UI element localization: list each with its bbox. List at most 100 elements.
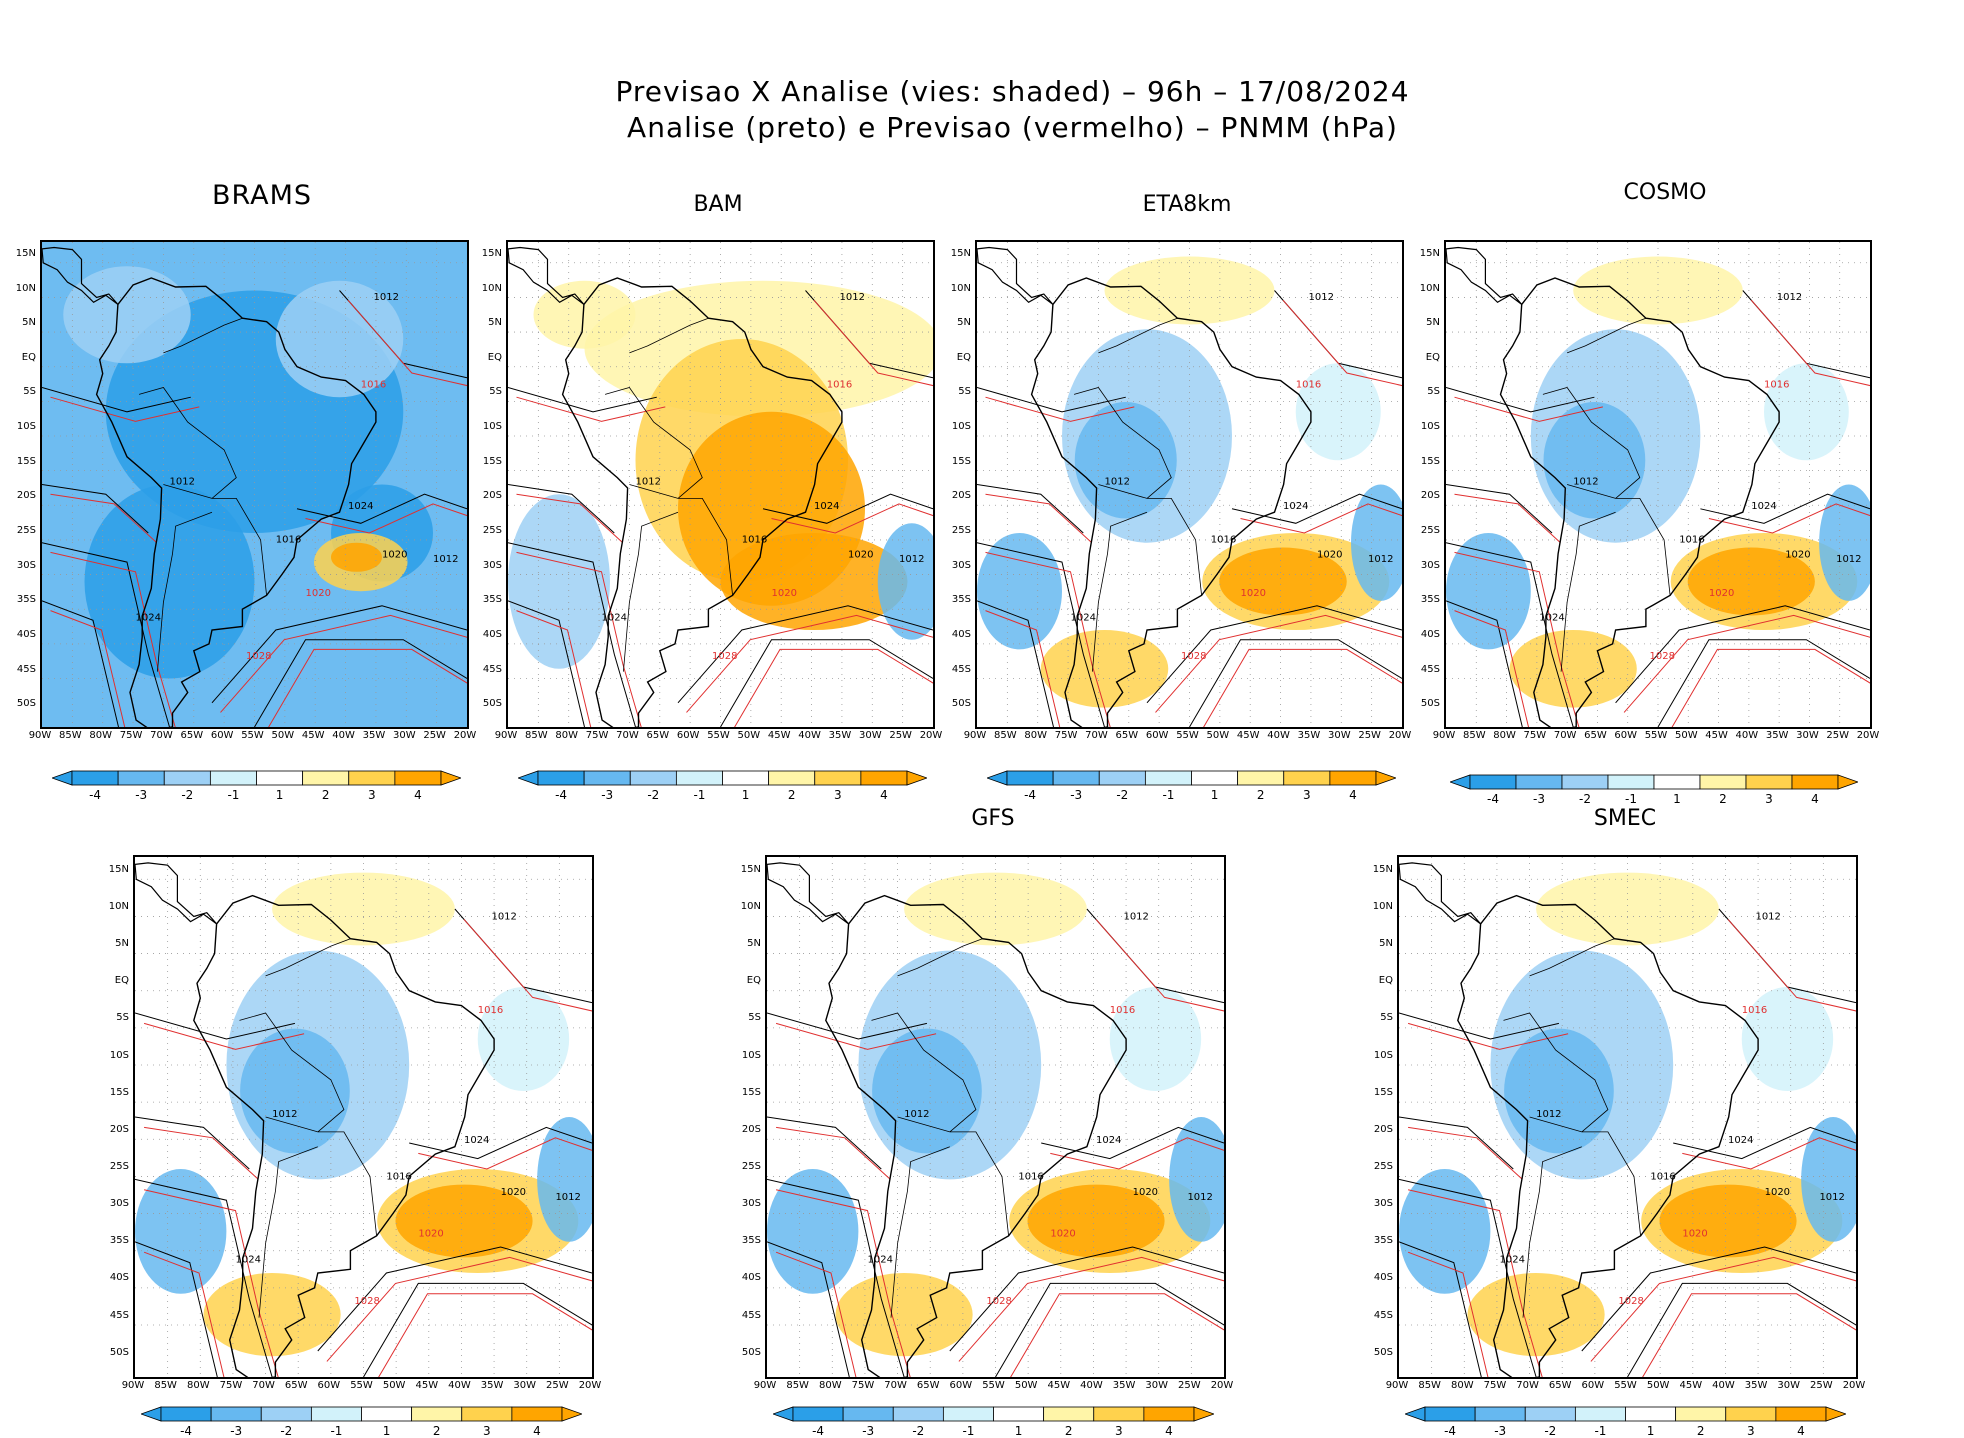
colorbar-label: -2 xyxy=(1544,1424,1557,1438)
isobar-label: 1012 xyxy=(1777,292,1802,303)
isobar-forecast xyxy=(1454,396,1604,422)
latitude-tick-label: 15N xyxy=(15,247,36,259)
longitude-tick-label: 40W xyxy=(1267,730,1290,741)
isobar-forecast xyxy=(220,614,467,713)
bias-shading xyxy=(1509,630,1637,708)
isobar-analysis xyxy=(1446,484,1553,534)
latitude-tick-label: 20S xyxy=(109,1123,129,1135)
colorbar-bin xyxy=(1469,774,1517,790)
latitude-tick-label: 10N xyxy=(108,901,129,912)
colorbar-bin xyxy=(792,1406,844,1422)
isobar-analysis xyxy=(1446,542,1574,727)
longitude-tick-label: 70W xyxy=(616,730,639,741)
colorbar-label: -3 xyxy=(862,1424,875,1438)
latitude-tick-label: 5N xyxy=(22,317,36,329)
latitude-tick-label: 25S xyxy=(951,525,971,536)
isobar-label: 1028 xyxy=(1618,1296,1643,1307)
colorbar-label: 4 xyxy=(533,1424,541,1438)
isobar-analysis xyxy=(42,387,191,413)
colorbar-arrow-left xyxy=(50,770,73,786)
country-border xyxy=(1560,511,1616,672)
isobar-forecast xyxy=(1010,1293,1224,1377)
south-america-coastline xyxy=(825,894,1127,1377)
isobar-forecast xyxy=(1623,614,1870,713)
latitude-tick-label: 5N xyxy=(488,317,502,329)
isobar-forecast xyxy=(305,503,467,534)
title-line-2: Analise (preto) e Previsao (vermelho) – … xyxy=(627,111,1398,144)
longitude-tick-label: 50W xyxy=(737,730,761,741)
colorbar-label: 2 xyxy=(1256,788,1265,802)
colorbar-arrow-left xyxy=(516,770,539,786)
colorbar-label: -4 xyxy=(1487,792,1499,806)
colorbar-bin xyxy=(209,770,257,786)
bias-shading xyxy=(84,484,255,679)
isobar-forecast xyxy=(776,1126,891,1180)
colorbar-label: 2 xyxy=(1719,792,1727,806)
longitude-tick-label: 40W xyxy=(1712,1380,1735,1391)
isobar-forecast xyxy=(1050,1137,1224,1170)
latitude-tick-label: 5S xyxy=(23,386,36,398)
isobar-forecast xyxy=(734,648,933,727)
isobar-label: 1012 xyxy=(899,554,924,565)
bias-shading xyxy=(1467,1273,1605,1357)
colorbar-label: 2 xyxy=(787,788,796,802)
longitude-tick-label: 55W xyxy=(1614,1380,1637,1391)
longitude-tick-label: 45W xyxy=(767,730,791,741)
isobar-forecast xyxy=(1454,493,1561,544)
longitude-tick-label: 65W xyxy=(1548,1380,1572,1391)
longitude-tick-label: 60W xyxy=(676,730,700,741)
isobar-forecast xyxy=(516,610,592,727)
isobar-label: 1020 xyxy=(1317,549,1342,560)
country-border xyxy=(629,317,709,354)
map-canvas: 1012 1016 1024 1016 1020 1012 1020 1028 1024 1012 xyxy=(977,242,1402,727)
colorbar-bin xyxy=(163,770,211,786)
isobar-label: 1016 xyxy=(1764,380,1789,391)
longitude-tick-label: 45W xyxy=(301,730,325,741)
colorbar-label: -4 xyxy=(180,1424,193,1438)
latitude-tick-label: 25S xyxy=(482,525,502,536)
isobar-label: 1016 xyxy=(742,535,767,546)
latitude-tick-label: 25S xyxy=(16,525,36,536)
south-america-coastline xyxy=(95,277,377,727)
isobar-forecast xyxy=(985,551,1111,727)
colorbar-bin xyxy=(348,770,396,786)
isobar-forecast xyxy=(516,551,642,727)
colorbar-bin xyxy=(1144,770,1192,786)
map-frame: 1012 1016 1024 1016 1020 1012 1020 1028 1024 1012 xyxy=(1397,855,1858,1379)
colorbar-label: -4 xyxy=(1444,1424,1457,1438)
colorbar-label: -2 xyxy=(647,788,660,802)
longitude-tick-label: 85W xyxy=(525,730,548,741)
longitude-tick-label: 60W xyxy=(1581,1380,1605,1391)
isobar-label: 1020 xyxy=(382,549,407,560)
latitude-tick-label: 20S xyxy=(741,1123,761,1135)
isobar-label: 1012 xyxy=(904,1109,929,1120)
colorbar-label: 1 xyxy=(741,788,750,802)
latitude-tick-label: 10N xyxy=(15,282,36,294)
colorbar-label: -3 xyxy=(135,788,148,802)
isobar-forecast xyxy=(1155,614,1402,713)
longitude-tick-label: 35W xyxy=(362,730,386,741)
longitude-tick-label: 60W xyxy=(1614,730,1638,741)
panel-title: ETA8km xyxy=(1142,192,1232,217)
latitude-tick-label: 40S xyxy=(16,628,36,640)
latitude-tick-label: 10N xyxy=(1372,901,1393,912)
figure-title: Previsao X Analise (vies: shaded) – 96h … xyxy=(0,74,1964,146)
colorbar-bin xyxy=(1143,1406,1195,1422)
isobar-forecast xyxy=(1642,1293,1856,1377)
colorbar-bin xyxy=(1098,770,1146,786)
isobar-analysis xyxy=(363,1282,592,1377)
isobar-analysis xyxy=(1581,1246,1856,1352)
isobar-label: 1024 xyxy=(236,1255,261,1266)
isobar-forecast xyxy=(378,1293,592,1377)
isobar-forecast xyxy=(1282,299,1402,387)
isobar-label: 1028 xyxy=(1181,651,1206,662)
longitude-tick-label: 45W xyxy=(415,1380,439,1391)
colorbar: -4 -3 -2 -1 1 2 3 4 xyxy=(516,770,929,802)
longitude-tick-label: 75W xyxy=(119,730,143,741)
longitude-tick-label: 75W xyxy=(1054,730,1078,741)
bias-shading xyxy=(1446,533,1531,650)
longitude-tick-label: 50W xyxy=(1674,730,1698,741)
isobar-label: 1012 xyxy=(1123,911,1148,922)
bias-shading xyxy=(977,533,1062,650)
longitude-tick-label: 75W xyxy=(1483,1380,1507,1391)
